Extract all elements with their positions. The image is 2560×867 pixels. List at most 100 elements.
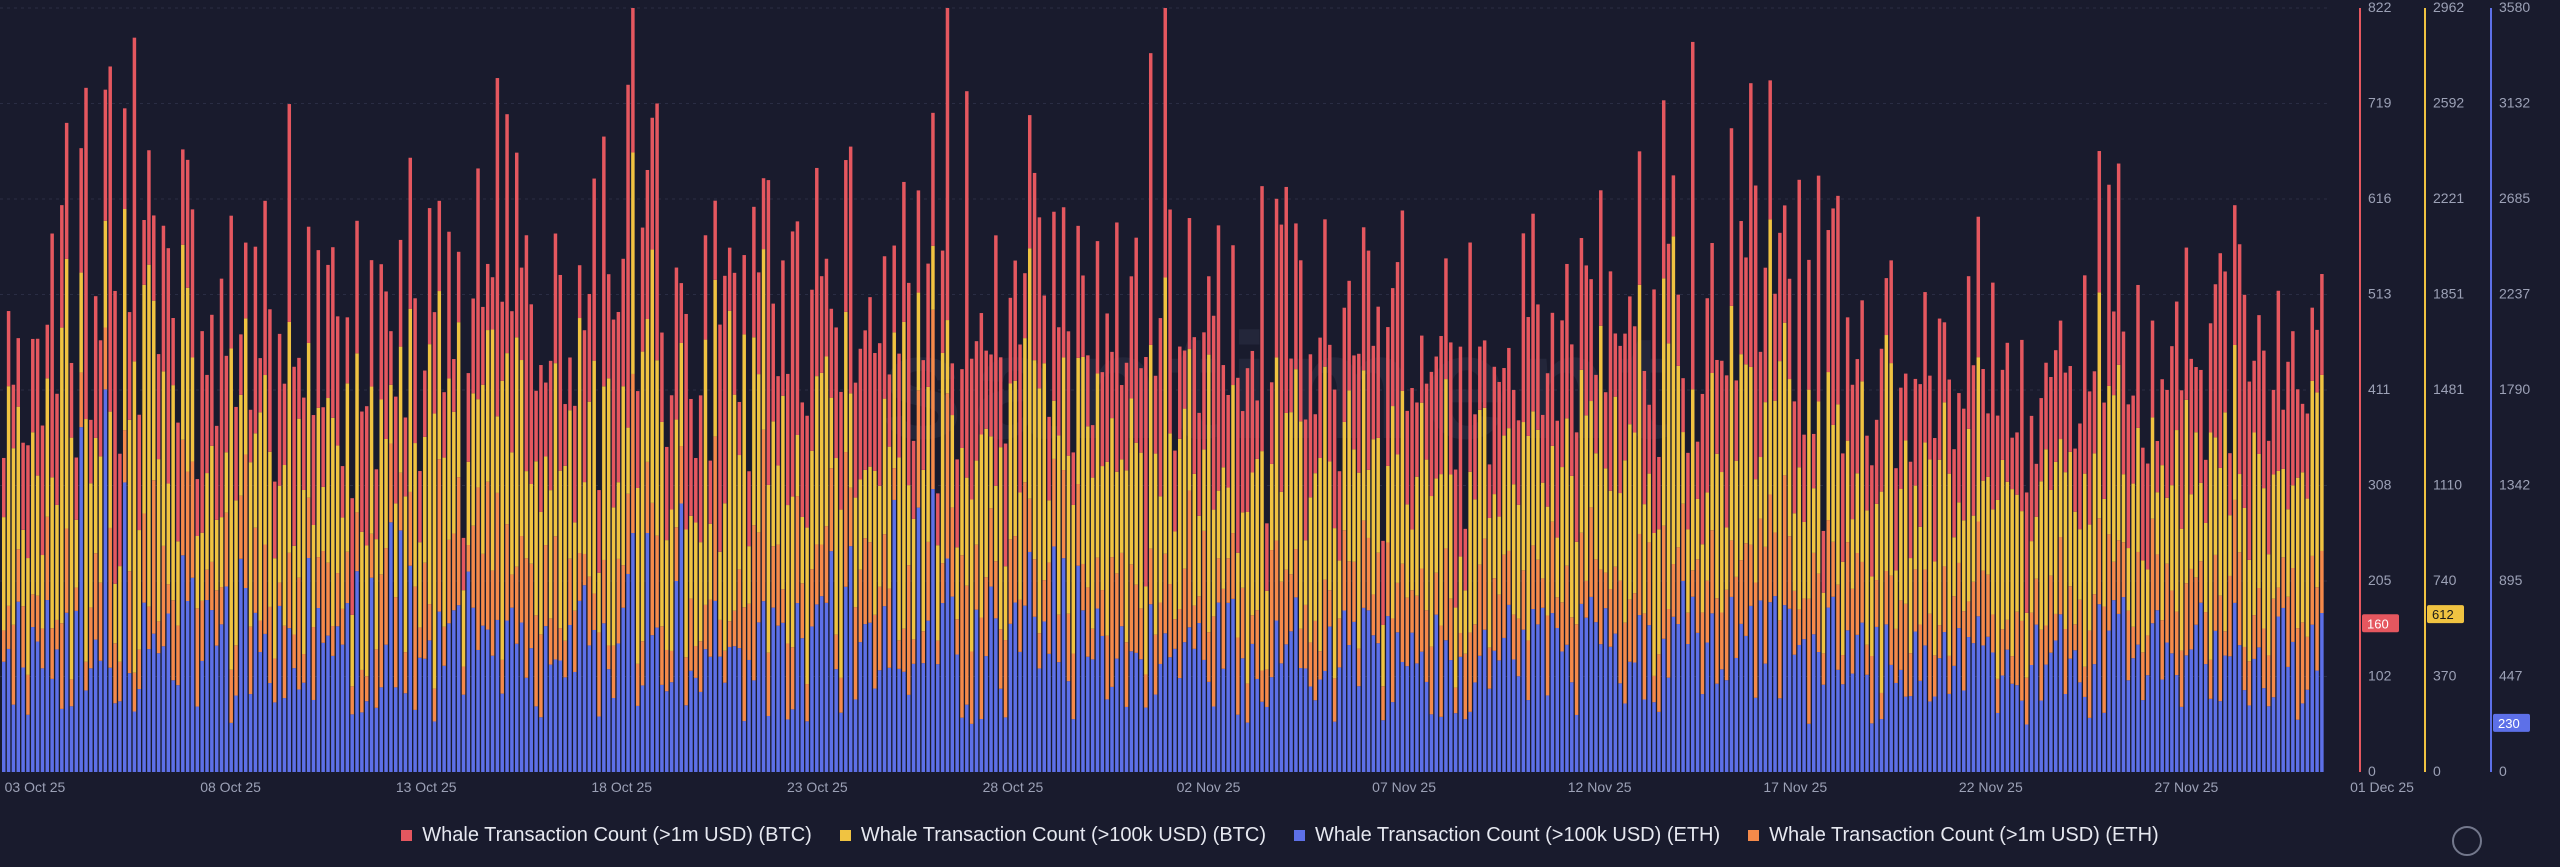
bar bbox=[558, 274, 563, 471]
bar bbox=[1003, 640, 1008, 718]
legend-item-eth-100k[interactable]: Whale Transaction Count (>100k USD) (ETH… bbox=[1294, 824, 1720, 847]
bar bbox=[185, 601, 190, 772]
bar bbox=[1966, 276, 1971, 429]
bar bbox=[2150, 623, 2155, 772]
bar bbox=[1889, 363, 1893, 576]
bar bbox=[1148, 53, 1153, 345]
bar bbox=[2208, 432, 2213, 660]
bar bbox=[152, 215, 156, 301]
bar bbox=[1187, 218, 1192, 350]
bar bbox=[1173, 619, 1177, 649]
bar bbox=[902, 628, 906, 672]
bar bbox=[210, 314, 214, 446]
bar bbox=[713, 436, 717, 601]
bar bbox=[786, 505, 790, 644]
bar bbox=[214, 425, 219, 520]
bar bbox=[2286, 361, 2290, 510]
bar bbox=[1342, 421, 1347, 531]
bar bbox=[505, 524, 509, 621]
bar bbox=[1042, 580, 1046, 622]
bar bbox=[205, 569, 209, 601]
bar bbox=[1337, 667, 1342, 772]
legend-item-btc-100k[interactable]: Whale Transaction Count (>100k USD) (BTC… bbox=[839, 824, 1266, 847]
bar bbox=[534, 615, 538, 707]
legend-item-eth-1m[interactable]: Whale Transaction Count (>1m USD) (ETH) bbox=[1748, 824, 2159, 847]
bar bbox=[1424, 681, 1429, 772]
bar bbox=[1565, 418, 1569, 566]
bar bbox=[1865, 674, 1869, 772]
bar bbox=[984, 428, 988, 578]
bar bbox=[471, 607, 475, 772]
bar bbox=[1971, 581, 1976, 644]
bar bbox=[1705, 298, 1710, 493]
bar bbox=[1855, 473, 1860, 553]
bar bbox=[723, 682, 727, 772]
bar bbox=[892, 468, 896, 500]
bar bbox=[1821, 530, 1826, 593]
bar bbox=[819, 544, 824, 597]
bar bbox=[1850, 519, 1855, 589]
bar bbox=[1158, 663, 1163, 772]
bar bbox=[1463, 719, 1468, 772]
bar bbox=[1148, 344, 1153, 549]
bar bbox=[616, 558, 621, 644]
bar bbox=[1753, 697, 1758, 772]
bar bbox=[16, 406, 20, 550]
bar bbox=[911, 440, 916, 519]
legend-item-btc-1m[interactable]: Whale Transaction Count (>1m USD) (BTC) bbox=[401, 824, 812, 847]
bar bbox=[2252, 615, 2256, 659]
bar bbox=[1299, 421, 1303, 629]
bar bbox=[897, 640, 901, 669]
bar bbox=[839, 391, 843, 510]
bar bbox=[258, 412, 262, 621]
bar bbox=[2073, 448, 2077, 512]
bar bbox=[790, 231, 795, 497]
bar bbox=[466, 545, 471, 572]
bar bbox=[471, 525, 475, 608]
bar bbox=[1676, 365, 1680, 548]
bar bbox=[1240, 658, 1245, 772]
bar bbox=[60, 623, 64, 709]
bar bbox=[1865, 510, 1869, 645]
bar bbox=[1724, 680, 1729, 772]
bar bbox=[185, 159, 190, 288]
bar bbox=[1850, 588, 1855, 674]
bar bbox=[1095, 608, 1100, 772]
bar bbox=[776, 465, 780, 545]
bar bbox=[1260, 701, 1264, 772]
bar bbox=[548, 360, 553, 491]
bar bbox=[374, 707, 379, 772]
bar bbox=[1371, 594, 1376, 636]
bar bbox=[1671, 616, 1676, 772]
bar bbox=[916, 390, 921, 508]
bar bbox=[2087, 524, 2092, 631]
bar bbox=[684, 313, 688, 530]
bar bbox=[316, 557, 321, 609]
current-value-text: 160 bbox=[2367, 616, 2389, 631]
bar bbox=[219, 624, 224, 772]
bar bbox=[447, 231, 451, 379]
bar bbox=[316, 407, 321, 558]
bar bbox=[1734, 460, 1739, 577]
bar bbox=[858, 642, 863, 772]
bar bbox=[979, 719, 984, 772]
bar bbox=[737, 455, 742, 570]
bar bbox=[1841, 684, 1845, 772]
bar bbox=[1047, 416, 1051, 501]
bar bbox=[1758, 518, 1763, 601]
bar bbox=[2097, 292, 2102, 519]
bar bbox=[936, 545, 940, 641]
bar bbox=[1245, 722, 1250, 772]
bar bbox=[2189, 568, 2193, 650]
bar bbox=[563, 677, 567, 772]
bar bbox=[1269, 382, 1274, 464]
bar bbox=[2058, 614, 2063, 772]
bar bbox=[1405, 410, 1409, 505]
bar bbox=[1395, 454, 1400, 583]
bar bbox=[1899, 387, 1903, 489]
bar bbox=[1584, 265, 1589, 416]
bar bbox=[1560, 467, 1564, 603]
bar bbox=[447, 623, 451, 772]
bar bbox=[2194, 367, 2198, 433]
bar bbox=[1812, 634, 1816, 772]
